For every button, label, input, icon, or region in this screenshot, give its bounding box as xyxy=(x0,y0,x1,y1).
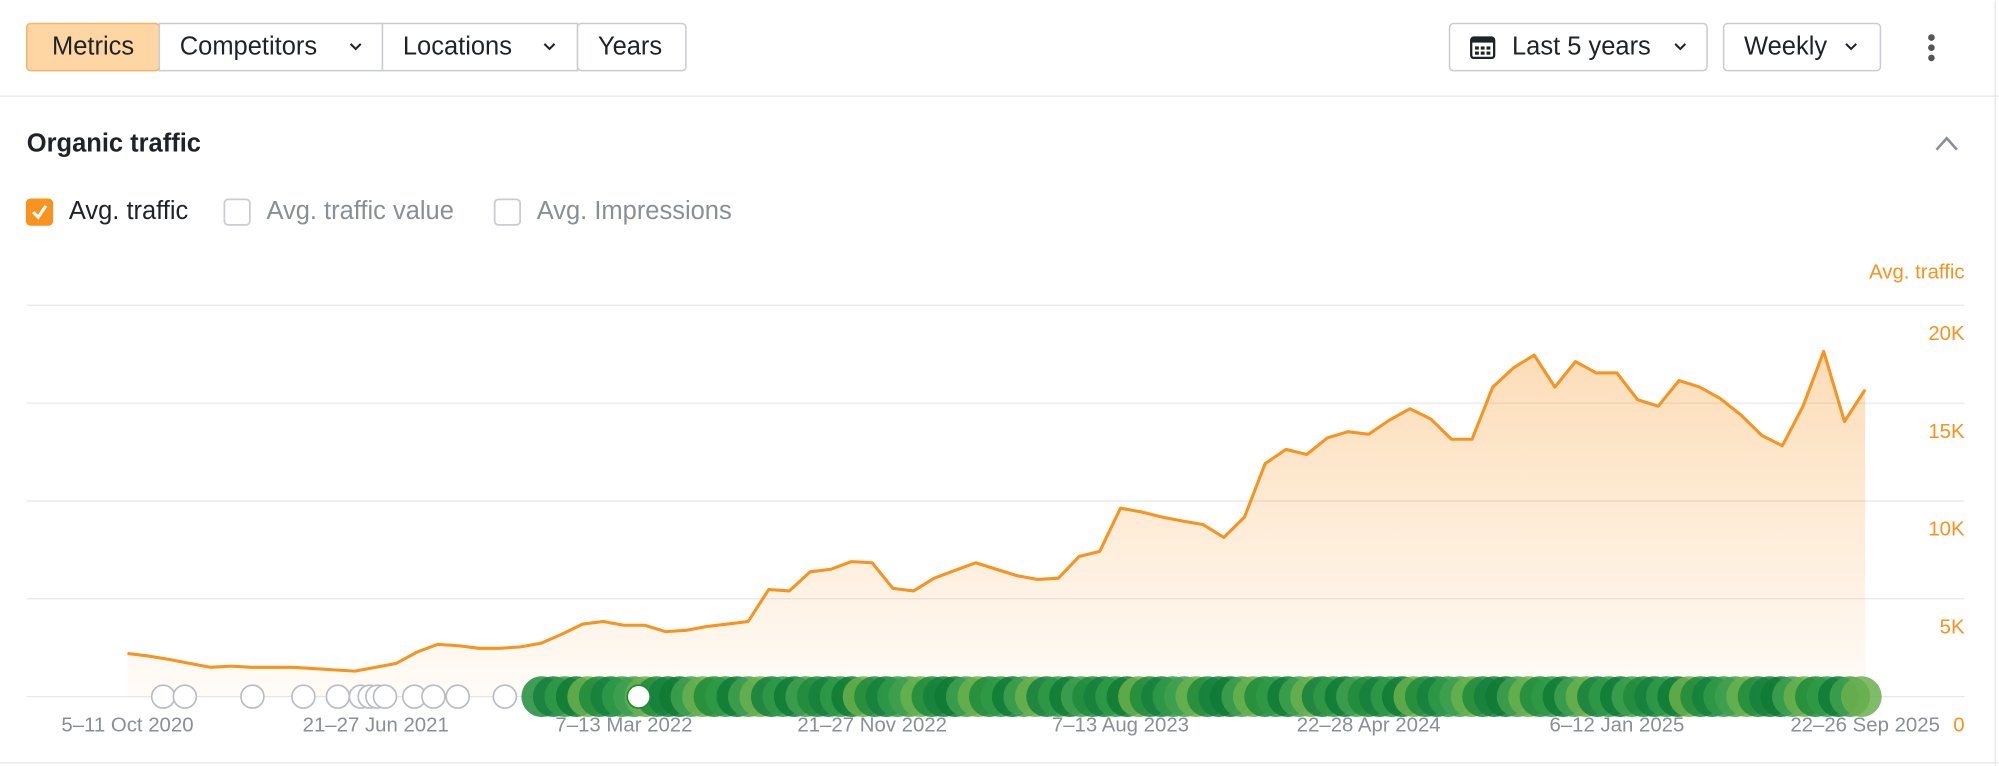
chevron xyxy=(1845,43,1857,51)
annotation-marker[interactable] xyxy=(1840,676,1882,718)
checkbox[interactable] xyxy=(493,198,522,226)
chevron xyxy=(349,43,362,51)
y-tick-label: 15K xyxy=(1928,421,1965,443)
tab-label[interactable]: Locations xyxy=(403,32,512,60)
tab-locations[interactable] xyxy=(381,22,579,72)
annotation-marker[interactable] xyxy=(325,684,351,709)
toolbar: Metrics Competitors Locations Years Last… xyxy=(26,22,1935,72)
chevron xyxy=(1674,43,1687,51)
interval-label[interactable]: Weekly xyxy=(1744,32,1827,60)
chart: Avg. traffic 0 5K 10K 15K 20K 5–11 Oct 2020 21–… xyxy=(26,262,1965,736)
x-tick-label: 6–12 Jan 2025 xyxy=(1549,714,1684,736)
calendar-icon xyxy=(1470,36,1496,60)
x-tick-label: 21–27 Jun 2021 xyxy=(303,714,449,736)
annotation-marker[interactable] xyxy=(172,684,198,709)
date-range-label[interactable]: Last 5 years xyxy=(1512,32,1651,60)
x-tick-label: 7–13 Mar 2022 xyxy=(555,714,692,736)
y-tick-label: 5K xyxy=(1940,616,1965,638)
line xyxy=(127,349,1867,673)
annotation-marker[interactable] xyxy=(445,684,470,709)
annotation-marker[interactable] xyxy=(372,684,398,709)
tab-label[interactable]: Metrics xyxy=(52,32,134,60)
y-axis-title: Avg. traffic xyxy=(1869,262,1965,284)
metric-toggles: Avg. traffic Avg. traffic value Avg. Impre… xyxy=(25,197,732,226)
checkmark[interactable] xyxy=(32,204,48,220)
y-tick-label: 20K xyxy=(1928,323,1965,345)
more-menu[interactable] xyxy=(1928,34,1935,62)
annotation-marker[interactable] xyxy=(421,684,446,709)
x-tick-label: 5–11 Oct 2020 xyxy=(61,714,193,736)
collapse-button[interactable] xyxy=(1935,136,1958,151)
x-tick-label: 21–27 Nov 2022 xyxy=(797,714,947,736)
checkbox[interactable] xyxy=(25,198,54,226)
annotation-marker[interactable] xyxy=(240,684,265,709)
annotation-marker[interactable] xyxy=(291,684,316,709)
tab-years[interactable] xyxy=(576,22,687,72)
x-tick-label: 7–13 Aug 2023 xyxy=(1052,714,1189,736)
annotation-marker[interactable] xyxy=(626,684,652,709)
tab-competitors[interactable] xyxy=(158,22,384,72)
x-tick-label: 22–26 Sep 2025 xyxy=(1790,714,1940,736)
tab-label[interactable]: Competitors xyxy=(180,32,317,60)
tab-label[interactable]: Years xyxy=(598,32,662,60)
section-title: Organic traffic xyxy=(27,129,201,157)
annotation-marker[interactable] xyxy=(492,684,518,709)
annotation-marker[interactable] xyxy=(150,684,176,709)
checkbox-label[interactable]: Avg. Impressions xyxy=(537,197,732,225)
x-tick-label: 22–28 Apr 2024 xyxy=(1297,714,1441,736)
annotation-markers xyxy=(150,676,1882,718)
interval-button[interactable] xyxy=(1722,22,1882,72)
y-tick-label: 10K xyxy=(1928,519,1965,541)
checkbox-label[interactable]: Avg. traffic value xyxy=(266,197,453,225)
chevron xyxy=(543,43,556,51)
y-tick-label: 0 xyxy=(1953,714,1964,736)
area-fill xyxy=(127,351,1866,697)
checkbox[interactable] xyxy=(223,198,251,226)
checkbox-label[interactable]: Avg. traffic xyxy=(69,197,189,225)
date-range-button[interactable] xyxy=(1448,22,1708,72)
